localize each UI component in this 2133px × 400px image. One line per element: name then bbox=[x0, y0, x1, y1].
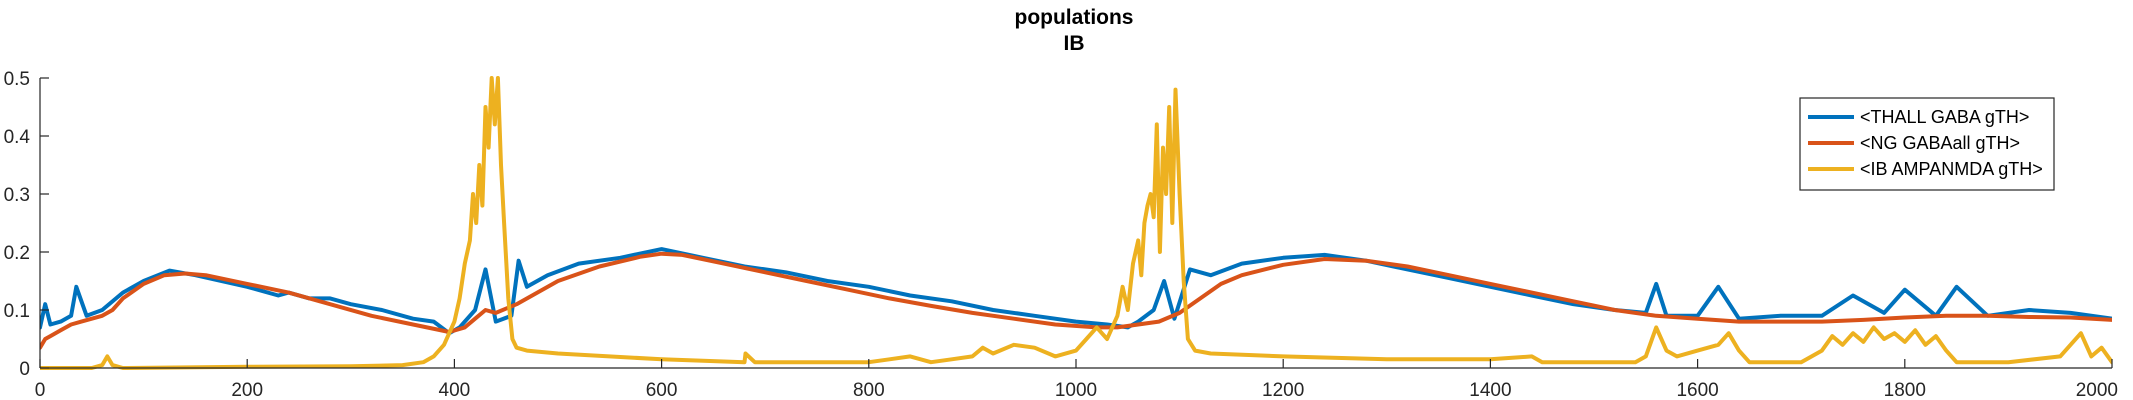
ticks-layer: 0 200 400 600 800 1000 1200 1400 1600 1800 2000 0 0.… bbox=[4, 69, 2118, 400]
legend-label: <THALL GABA gTH> bbox=[1860, 107, 2029, 127]
legend: <THALL GABA gTH> <NG GABAall gTH> <IB AMPA… bbox=[1799, 97, 2055, 191]
y-tick-label: 0.5 bbox=[4, 69, 30, 90]
x-tick-label: 1400 bbox=[1469, 380, 1511, 400]
x-tick-label: 1000 bbox=[1055, 380, 1097, 400]
x-tick-label: 2000 bbox=[2076, 380, 2118, 400]
x-tick-label: 800 bbox=[853, 380, 885, 400]
series-line-2 bbox=[40, 251, 2112, 350]
x-tick-label: 200 bbox=[231, 380, 263, 400]
x-tick-label: 400 bbox=[439, 380, 471, 400]
chart-title: populations bbox=[1015, 6, 1134, 29]
chart-subtitle: IB bbox=[1064, 32, 1085, 55]
series-line-1 bbox=[40, 247, 2112, 336]
y-tick-label: 0.3 bbox=[4, 185, 30, 206]
x-tick-label: 1800 bbox=[1884, 380, 1926, 400]
y-tick-label: 0.4 bbox=[4, 127, 31, 148]
x-tick-label: 1200 bbox=[1262, 380, 1304, 400]
series-layer bbox=[40, 76, 2112, 370]
x-tick-label: 1600 bbox=[1676, 380, 1718, 400]
series-line-3 bbox=[40, 76, 2112, 370]
legend-label: <NG GABAall gTH> bbox=[1860, 133, 2020, 153]
y-tick-label: 0 bbox=[19, 359, 30, 380]
y-tick-label: 0.1 bbox=[4, 301, 30, 322]
x-tick-label: 600 bbox=[646, 380, 678, 400]
y-tick-label: 0.2 bbox=[4, 243, 30, 264]
x-tick-label: 0 bbox=[35, 380, 46, 400]
legend-label: <IB AMPANMDA gTH> bbox=[1860, 159, 2043, 179]
